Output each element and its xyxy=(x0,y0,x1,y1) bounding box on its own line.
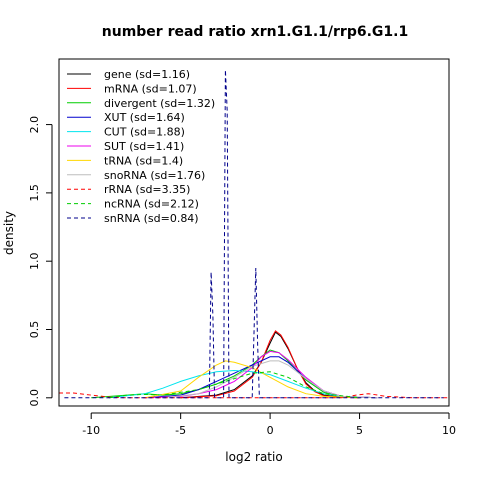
legend-label: tRNA (sd=1.4) xyxy=(104,154,183,167)
x-tick-label: 10 xyxy=(442,424,456,437)
plot-frame xyxy=(58,58,450,407)
legend-label: XUT (sd=1.64) xyxy=(104,111,185,124)
plot-lines xyxy=(59,69,449,399)
y-axis: 0.0 0.5 1.0 1.5 2.0 xyxy=(28,116,53,407)
y-tick-label: 1.0 xyxy=(28,252,41,270)
legend-label: mRNA (sd=1.07) xyxy=(104,82,197,95)
y-tick-label: 2.0 xyxy=(28,116,41,133)
y-tick-label: 0.5 xyxy=(28,321,41,339)
legend: gene (sd=1.16)mRNA (sd=1.07) divergent (s… xyxy=(67,68,215,225)
legend-label: snRNA (sd=0.84) xyxy=(104,212,199,225)
x-tick-label: -5 xyxy=(175,424,186,437)
legend-label: gene (sd=1.16) xyxy=(104,68,190,81)
legend-label: divergent (sd=1.32) xyxy=(104,97,215,110)
series-line-6 xyxy=(144,360,360,399)
chart-title: number read ratio xrn1.G1.1/rrp6.G1.1 xyxy=(102,24,408,40)
legend-label: rRNA (sd=3.35) xyxy=(104,183,190,196)
legend-label: snoRNA (sd=1.76) xyxy=(104,169,205,182)
legend-label: ncRNA (sd=2.12) xyxy=(104,198,199,211)
x-axis-label: log2 ratio xyxy=(225,450,282,464)
y-tick-label: 1.5 xyxy=(28,184,41,202)
series-line-9 xyxy=(109,371,360,399)
legend-label: SUT (sd=1.41) xyxy=(104,140,184,153)
series-line-1 xyxy=(180,330,360,399)
series-line-10 xyxy=(64,69,444,399)
series-line-0 xyxy=(180,331,360,399)
x-tick-label: -10 xyxy=(82,424,100,437)
x-axis: -10 -5 0 5 10 xyxy=(82,412,456,437)
legend-label: CUT (sd=1.88) xyxy=(104,126,185,139)
y-axis-label: density xyxy=(2,211,16,255)
y-tick-label: 0.0 xyxy=(28,389,41,407)
series-line-7 xyxy=(162,360,378,399)
x-tick-label: 0 xyxy=(267,424,274,437)
x-tick-label: 5 xyxy=(356,424,363,437)
